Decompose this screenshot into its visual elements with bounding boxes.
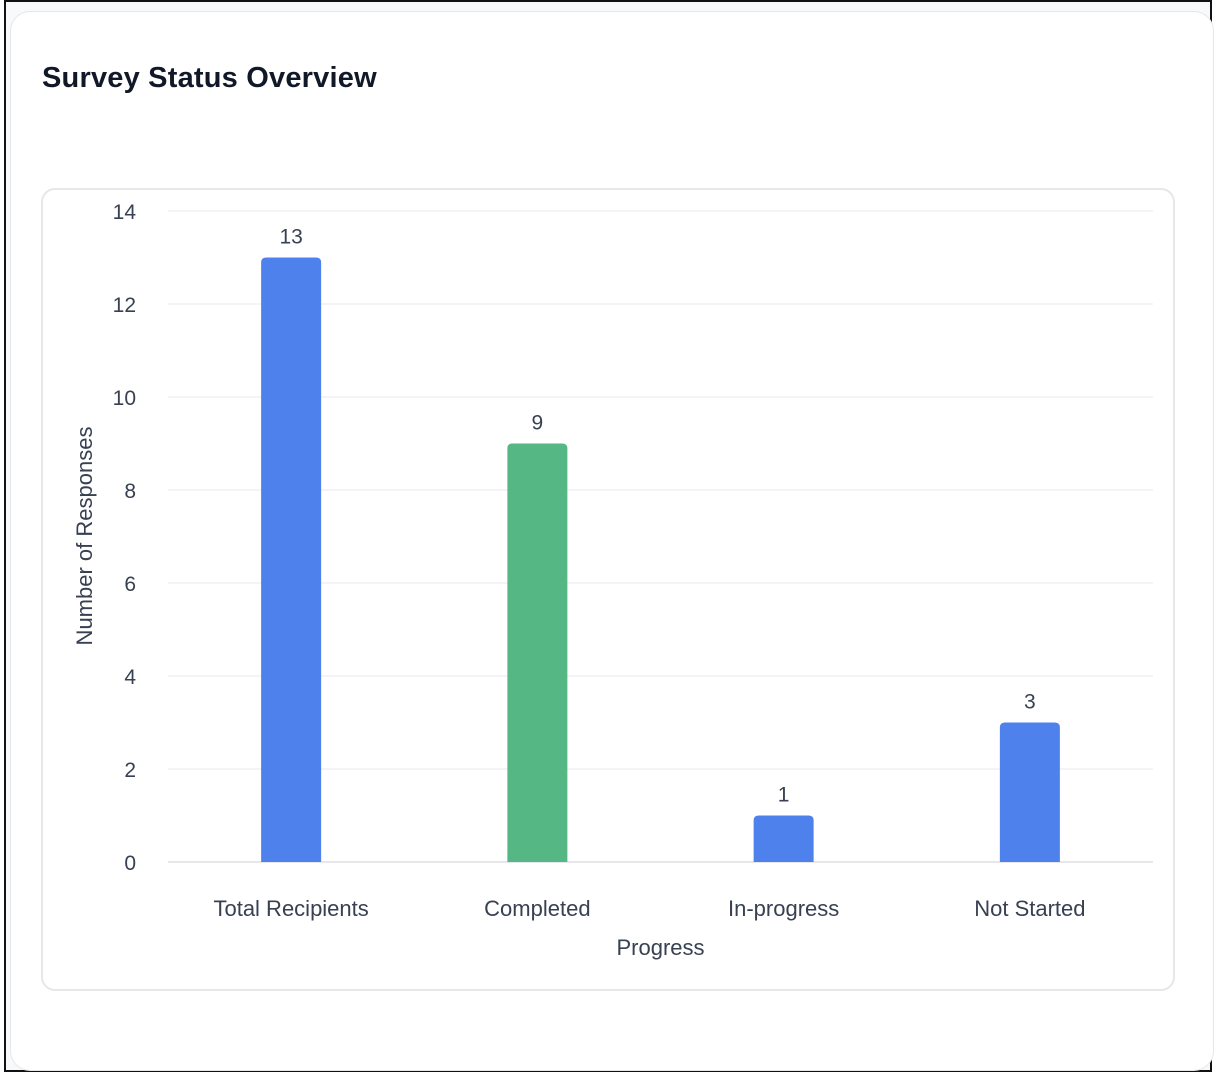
data-label: 13: [279, 226, 302, 249]
bar: [261, 257, 322, 862]
y-tick-label: 12: [113, 294, 136, 317]
chart-container: [41, 188, 1175, 991]
data-label: 3: [1024, 691, 1036, 714]
page-title: Survey Status Overview: [42, 62, 377, 94]
y-axis-label: Number of Responses: [72, 427, 97, 646]
y-tick-label: 6: [124, 573, 136, 596]
y-tick-label: 4: [124, 666, 136, 689]
data-label: 1: [778, 784, 790, 807]
x-tick-label: Not Started: [974, 896, 1085, 921]
y-tick-label: 14: [113, 201, 137, 224]
x-tick-label: In-progress: [728, 896, 839, 921]
y-tick-label: 8: [124, 480, 136, 503]
bar: [753, 815, 814, 862]
y-tick-label: 2: [124, 759, 136, 782]
x-tick-label: Completed: [484, 896, 590, 921]
x-axis-label: Progress: [616, 935, 704, 960]
bar: [507, 443, 568, 862]
y-tick-label: 0: [124, 852, 136, 875]
y-tick-label: 10: [113, 387, 136, 410]
data-label: 9: [532, 412, 544, 435]
x-tick-label: Total Recipients: [213, 896, 368, 921]
bar: [999, 722, 1060, 862]
